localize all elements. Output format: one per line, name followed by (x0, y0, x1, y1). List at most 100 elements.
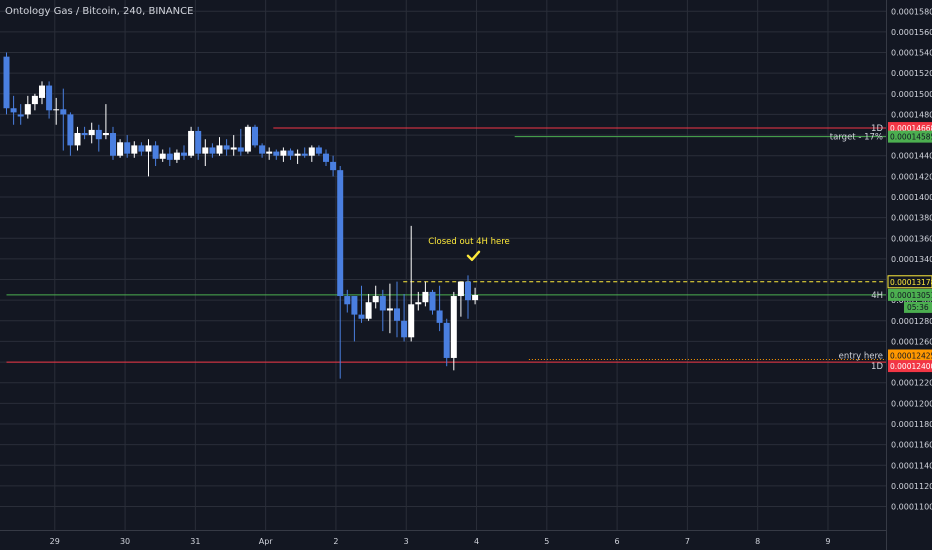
candle-body (457, 281, 464, 297)
candle-body (365, 302, 372, 319)
candle-body (152, 145, 159, 159)
x-tick-label: 5 (544, 537, 549, 546)
candle-body (60, 109, 67, 115)
candle-body (330, 161, 337, 171)
candle-body (252, 126, 258, 146)
price-label: 0.00012425 (890, 351, 932, 360)
candle-body (237, 147, 244, 152)
price-label: 0.00012400 (890, 362, 932, 371)
countdown-bg (904, 301, 932, 313)
candle-body (415, 302, 422, 305)
candle-body (124, 142, 131, 154)
candle-body (315, 147, 322, 154)
candle-body (230, 147, 237, 150)
candle-body (31, 95, 38, 105)
candle-body (67, 114, 74, 146)
candle-body (465, 281, 471, 301)
candle-body (273, 151, 280, 156)
candle-body (39, 85, 45, 98)
candle-body (17, 114, 24, 117)
candle-body (422, 291, 429, 303)
x-tick-label: 9 (825, 537, 830, 546)
candle-body (110, 133, 116, 156)
level-tag: 1D (871, 362, 883, 372)
candle-body (244, 126, 251, 152)
price-label-bg (888, 349, 932, 362)
candle-body (372, 296, 379, 303)
x-tick-label: 29 (50, 537, 60, 546)
level-tag: entry here (839, 351, 883, 361)
candle-body (266, 151, 273, 154)
candle-body (429, 291, 436, 311)
candle-body (195, 130, 202, 154)
x-tick-label: 6 (615, 537, 620, 546)
candle-body (436, 310, 443, 323)
candle-body (209, 147, 216, 154)
candle-body (408, 304, 415, 338)
candle-body (131, 145, 138, 154)
candle-body (74, 133, 81, 146)
candle-body (351, 296, 358, 315)
candle-body (472, 295, 479, 301)
candle-body (223, 145, 230, 150)
x-tick-label: 31 (190, 537, 200, 546)
candle-body (166, 153, 173, 160)
candle-body (287, 150, 294, 156)
candle-body (337, 170, 344, 297)
candle-body (344, 296, 351, 305)
candle-body (301, 153, 308, 156)
x-tick-label: 3 (404, 537, 409, 546)
candle-body (202, 147, 209, 154)
check-icon (466, 250, 481, 262)
price-label-bg (888, 288, 932, 301)
candle-body (10, 108, 17, 113)
price-label-bg (888, 360, 932, 373)
price-label-bg (887, 275, 932, 289)
candle-body (386, 308, 393, 311)
candle-body (173, 152, 180, 160)
x-tick-label: Apr (259, 537, 274, 546)
candle-body (323, 153, 329, 162)
candle-body (280, 150, 287, 156)
candle-body (443, 322, 450, 358)
price-label: 0.00014668 (890, 124, 932, 133)
candle-body (53, 109, 60, 111)
price-label: 0.00013051 (890, 291, 932, 300)
x-tick-label: 30 (120, 537, 130, 546)
candle-body (102, 133, 109, 136)
candle-body (259, 145, 266, 154)
candle-body (95, 129, 102, 140)
chart-title: Ontology Gas / Bitcoin, 240, BINANCE (5, 6, 194, 17)
candle-body (358, 314, 365, 319)
x-tick-label: 7 (685, 537, 690, 546)
level-tag: 4H (871, 291, 883, 301)
candle-body (117, 142, 124, 156)
x-tick-label: 2 (333, 537, 338, 546)
candle-body (379, 296, 386, 311)
candle-body (24, 104, 31, 115)
candle-body (145, 145, 152, 152)
candle-body (188, 130, 195, 156)
level-tag: target - 17% (830, 133, 883, 143)
price-label: 0.00013178 (890, 278, 932, 287)
candle-body (81, 133, 88, 136)
candle-body (401, 320, 408, 338)
candle-body (294, 153, 301, 156)
